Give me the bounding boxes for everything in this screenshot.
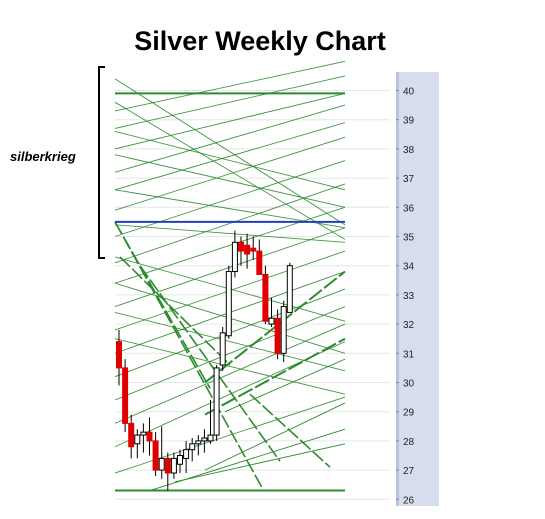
y-tick-layer: 26 27 28 29 30 31 32 33 34 35 36 37 38 39 40 (396, 87, 415, 506)
candle-body (177, 455, 183, 465)
trendline (114, 206, 346, 284)
trendline (114, 104, 346, 173)
trendline (114, 227, 346, 308)
trendline (114, 338, 346, 395)
trendline (114, 75, 346, 129)
y-tick-label: 26 (403, 495, 415, 506)
candle-body (231, 241, 238, 273)
y-tick-label: 36 (403, 203, 415, 214)
y-tick-label: 31 (403, 349, 415, 360)
trendline (114, 78, 346, 226)
candle-body (244, 244, 251, 255)
candle-body (183, 449, 190, 459)
y-axis-panel-edge (396, 72, 399, 506)
trendline (114, 122, 346, 191)
trendline (174, 443, 346, 483)
candle-body (140, 431, 147, 436)
y-tick-label: 37 (403, 174, 415, 185)
candle-body (256, 250, 263, 275)
trendline (204, 402, 346, 471)
y-tick-label: 40 (403, 87, 415, 98)
y-tick-label: 29 (403, 408, 415, 419)
candle-body (164, 457, 171, 474)
candle-body (189, 443, 196, 451)
candle-body (213, 367, 220, 436)
trendline (114, 136, 346, 211)
trendline (114, 311, 346, 372)
y-tick-label: 39 (403, 116, 415, 127)
trendline (114, 160, 346, 237)
annotation-bracket (98, 66, 105, 259)
trendline (224, 358, 346, 413)
y-tick-label: 35 (403, 233, 415, 244)
candle-body (225, 271, 232, 337)
trendline (114, 101, 346, 240)
candle-body (146, 431, 153, 442)
candle-body (122, 367, 129, 424)
trendline (114, 154, 346, 208)
candle-body (116, 341, 122, 369)
trendline (114, 323, 346, 424)
chart-title: Silver Weekly Chart (134, 26, 386, 56)
candle-body (274, 317, 281, 354)
candle-body (280, 306, 287, 354)
y-tick-label: 38 (403, 145, 415, 156)
candle-body (170, 457, 177, 474)
candle-body (134, 434, 141, 445)
y-tick-label: 33 (403, 291, 415, 302)
trendline (114, 183, 346, 264)
y-tick-label: 34 (403, 262, 415, 273)
candle-body (195, 440, 202, 445)
trendline (119, 256, 231, 366)
candle-layer (116, 230, 293, 491)
y-axis-panel (396, 72, 439, 506)
candle-body (219, 332, 226, 366)
trendline (204, 337, 346, 416)
candle-body (207, 434, 214, 442)
trendline (114, 130, 346, 191)
y-tick-label: 27 (403, 466, 415, 477)
trendline (114, 224, 346, 243)
candle-body (238, 241, 244, 252)
y-tick-label: 32 (403, 320, 415, 331)
y-tick-label: 28 (403, 437, 415, 448)
candle-body (128, 422, 135, 448)
trendline (139, 265, 281, 462)
trendline (114, 221, 211, 389)
candle-body (152, 440, 159, 471)
annotation-label: silberkrieg (10, 149, 76, 164)
horizontal-level-layer (115, 92, 345, 492)
y-tick-label: 30 (403, 379, 415, 390)
trendline (249, 393, 331, 468)
candle-body (250, 247, 257, 252)
candle-body (158, 457, 165, 471)
trendline (114, 60, 346, 112)
candle-body (268, 317, 275, 325)
trendline (114, 306, 346, 401)
trendline (114, 92, 346, 150)
candle-body (201, 437, 208, 442)
candle-body (286, 265, 293, 313)
candle-body (262, 273, 269, 322)
